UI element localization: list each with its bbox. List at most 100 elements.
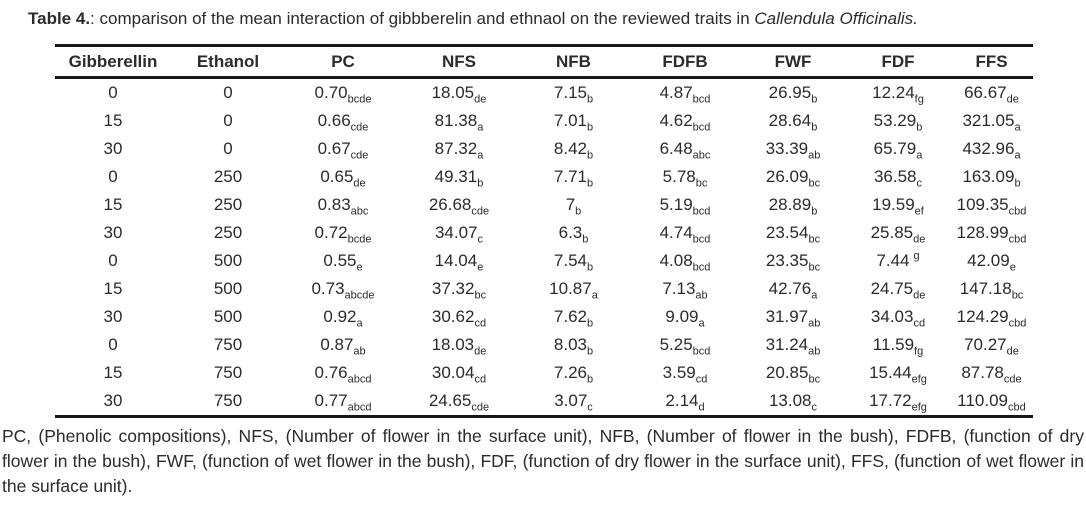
table-cell: 34.03cd — [870, 307, 926, 330]
table-cell: 15 — [103, 363, 123, 382]
table-cell: 0 — [108, 167, 118, 186]
significance-letter: de — [353, 177, 366, 190]
table-cell: 24.65cde — [428, 391, 490, 414]
table-cell: 87.32a — [434, 139, 484, 162]
significance-letter: de — [913, 289, 926, 302]
significance-letter: bcd — [692, 93, 711, 106]
significance-letter: b — [586, 177, 594, 190]
table-cell: 25.85de — [870, 223, 926, 246]
table-cell: 30 — [103, 307, 123, 326]
table-cell: 26.68cde — [428, 195, 490, 218]
significance-letter: abcd — [347, 401, 372, 414]
significance-letter: a — [477, 121, 484, 134]
significance-letter: cd — [474, 317, 487, 330]
table-cell: 13.08c — [768, 391, 818, 414]
significance-letter: g — [913, 250, 920, 263]
table-cell: 0.76abcd — [314, 363, 372, 386]
table-cell: 0.70bcde — [314, 83, 372, 106]
significance-letter: b — [575, 205, 582, 218]
significance-letter: ab — [808, 345, 821, 358]
table-cell: 0.87ab — [320, 335, 366, 358]
significance-letter: abc — [350, 205, 369, 218]
significance-letter: c — [916, 177, 923, 190]
significance-letter: bcd — [692, 233, 711, 246]
table-cell: 163.09b — [962, 167, 1021, 190]
table-cell: 30 — [103, 139, 123, 158]
table-caption-text: : comparison of the mean interaction of … — [90, 9, 755, 28]
table-cell: 15 — [103, 111, 123, 130]
significance-letter: cde — [350, 121, 369, 134]
significance-letter: bc — [695, 177, 708, 190]
significance-letter: b — [811, 121, 818, 134]
significance-letter: a — [591, 289, 598, 302]
significance-letter: bc — [808, 373, 821, 386]
column-header-gibberellin: Gibberellin — [55, 45, 171, 79]
table-cell: 26.95b — [768, 83, 818, 106]
significance-letter: b — [586, 121, 594, 134]
significance-letter: ab — [808, 317, 821, 330]
significance-letter: a — [477, 149, 484, 162]
significance-letter: b — [811, 205, 818, 218]
significance-letter: cbd — [1008, 317, 1027, 330]
table-body: 0 0 0.70bcde 18.05de 7.15b 4.87bcd 26.95b 12.24… — [55, 78, 1033, 417]
significance-letter: efg — [911, 373, 927, 386]
table-cell: 15 — [103, 195, 123, 214]
significance-letter: a — [916, 149, 923, 162]
table-cell: 18.05de — [431, 83, 487, 106]
column-header-fdf: FDF — [846, 45, 950, 79]
table-row: 15 500 0.73abcde 37.32bc 10.87a 7.13ab 42.76a 2… — [55, 275, 1033, 303]
significance-letter: de — [913, 233, 926, 246]
table-cell: 65.79a — [873, 139, 923, 162]
table-cell: 7.71b — [553, 167, 594, 190]
significance-letter: cbd — [1007, 401, 1026, 414]
significance-letter: cd — [695, 373, 708, 386]
significance-letter: b — [586, 373, 594, 386]
table-cell: 0.83abc — [317, 195, 369, 218]
table-cell: 26.09bc — [765, 167, 821, 190]
table-cell: 53.29b — [873, 111, 923, 134]
table-cell: 750 — [213, 363, 243, 382]
table-cell: 30.04cd — [431, 363, 487, 386]
table-cell: 0.77abcd — [314, 391, 372, 414]
table-cell: 7b — [565, 195, 582, 218]
significance-letter: a — [1014, 121, 1021, 134]
significance-letter: e — [356, 261, 363, 274]
table-cell: 81.38a — [434, 111, 484, 134]
significance-letter: ab — [695, 289, 708, 302]
significance-letter: a — [1014, 149, 1021, 162]
significance-letter: bc — [808, 177, 821, 190]
table-cell: 128.99cbd — [956, 223, 1027, 246]
table-cell: 0.72bcde — [314, 223, 372, 246]
significance-letter: bc — [808, 261, 821, 274]
significance-letter: abc — [692, 149, 711, 162]
table-cell: 124.29cbd — [956, 307, 1027, 330]
table-cell: 0 — [223, 111, 233, 130]
table-cell: 66.67de — [964, 83, 1019, 106]
table-cell: 750 — [213, 335, 243, 354]
significance-letter: e — [477, 261, 484, 274]
table-cell: 42.09e — [967, 251, 1016, 274]
significance-letter: b — [586, 317, 594, 330]
significance-letter: b — [586, 93, 594, 106]
table-cell: 15.44efg — [869, 363, 927, 386]
table-cell: 0.65de — [320, 167, 366, 190]
table-cell: 8.03b — [553, 335, 594, 358]
table-row: 0 750 0.87ab 18.03de 8.03b 5.25bcd 31.24ab 11.5… — [55, 331, 1033, 359]
significance-letter: ef — [914, 205, 924, 218]
table-cell: 11.59fg — [872, 335, 924, 358]
table-cell: 321.05a — [962, 111, 1021, 134]
table-cell: 36.58c — [873, 167, 923, 190]
significance-letter: a — [356, 317, 363, 330]
table-cell: 42.76a — [768, 279, 818, 302]
table-cell: 31.24ab — [765, 335, 821, 358]
significance-letter: cbd — [1008, 233, 1027, 246]
significance-letter: b — [582, 233, 589, 246]
table-cell: 33.39ab — [765, 139, 821, 162]
significance-letter: de — [474, 93, 487, 106]
significance-letter: a — [698, 317, 705, 330]
significance-letter: ab — [353, 345, 366, 358]
significance-letter: b — [477, 177, 484, 190]
table-cell: 7.62b — [553, 307, 594, 330]
significance-letter: cd — [913, 317, 926, 330]
significance-letter: b — [586, 149, 594, 162]
